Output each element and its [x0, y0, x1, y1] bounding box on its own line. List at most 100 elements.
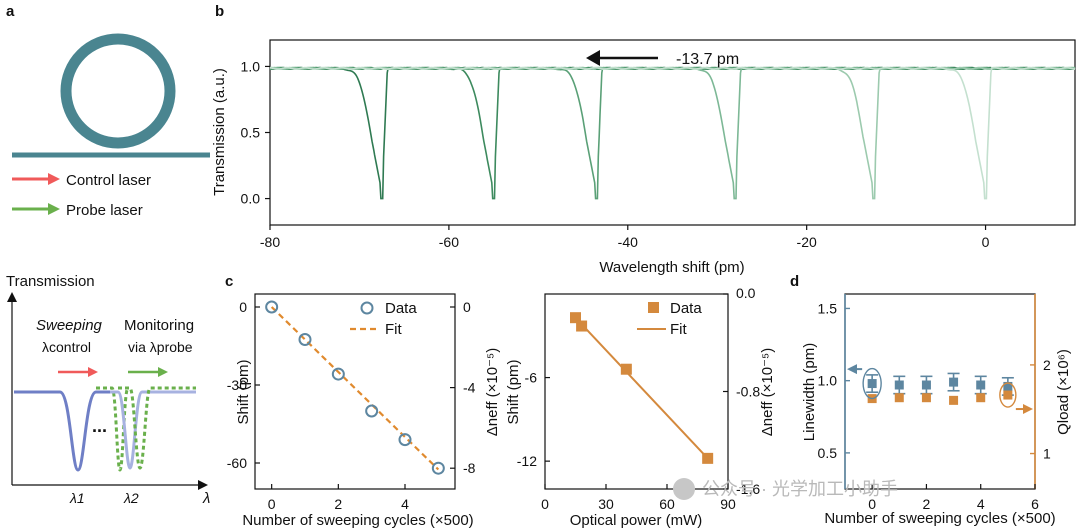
- c2-y2-tick-label: 0.0: [736, 285, 756, 301]
- b-line-dip-5: [269, 66, 1076, 200]
- c1-frame: [254, 293, 456, 490]
- b-shift-arrowhead-icon: [586, 50, 600, 66]
- control-lambda-label: λcontrol: [42, 339, 91, 355]
- d-y2-axis-label: Qload (×10⁶): [1055, 349, 1072, 435]
- d-x-tick-label: 4: [977, 496, 985, 512]
- c1-y-tick-label: -60: [227, 455, 247, 471]
- b-line-dip-2: [269, 66, 1076, 200]
- d-x-tick-label: 2: [923, 496, 931, 512]
- c2-y-tick-label: -12: [517, 453, 537, 469]
- b-line-dip-6: [269, 66, 1076, 200]
- a-x-axis-arrow-icon: [198, 480, 208, 490]
- b-series-group: [269, 66, 1076, 200]
- c2-legend-fit: Fit: [670, 321, 687, 338]
- c2-y-axis-label: Shift (pm): [505, 359, 522, 424]
- lambda2-label: λ2: [123, 490, 139, 506]
- d-qload-highlight: [999, 382, 1017, 408]
- c1-legend-fit: Fit: [385, 321, 402, 338]
- d-x-axis-label: Number of sweeping cycles (×500): [824, 510, 1055, 527]
- ellipsis: ...: [92, 416, 107, 436]
- d-y-tick-label: 1.5: [818, 300, 838, 316]
- b-x-tick-label: -20: [797, 234, 817, 250]
- panel-a: Control laser Probe laser Transmission S…: [6, 33, 210, 507]
- c2-y2-axis-label: Δneff (×10⁻⁵): [759, 348, 776, 437]
- probe-dip-curve-1: [96, 386, 130, 472]
- probe-arrowhead-icon: [48, 203, 60, 215]
- panel-label-d: d: [790, 273, 799, 290]
- c1-x-tick-label: 0: [268, 496, 276, 512]
- ring-resonator-icon: [60, 33, 176, 149]
- sweep-arrowhead-icon: [88, 367, 98, 377]
- control-dip-curve: [14, 390, 118, 472]
- b-x-tick-label: 0: [982, 234, 990, 250]
- c2-fit-line: [574, 316, 709, 460]
- b-y-tick-label: 0.5: [241, 125, 261, 141]
- c1-y2-tick-label: -4: [463, 380, 476, 396]
- d-qload-point: [976, 393, 986, 403]
- c1-y2-tick-label: 0: [463, 299, 471, 315]
- c2-x-tick-label: 30: [598, 496, 614, 512]
- b-y-tick-label: 0.0: [241, 191, 261, 207]
- c2-frame: [544, 293, 729, 490]
- c2-x-axis-label: Optical power (mW): [570, 512, 703, 529]
- c1-fit-line: [270, 306, 440, 471]
- d-linewidth-highlight: [862, 367, 882, 400]
- probe-dip-curve-2: [110, 390, 196, 470]
- c1-data-point: [265, 300, 279, 314]
- b-x-axis-label: Wavelength shift (pm): [599, 259, 744, 276]
- d-y-tick-label: 0.5: [818, 445, 838, 461]
- probe-laser-label: Probe laser: [66, 202, 143, 219]
- panel-label-c: c: [225, 273, 233, 290]
- d-qload-point: [921, 393, 931, 403]
- lambda1-label: λ1: [69, 490, 85, 506]
- panel-b: -80 -60 -40 -20 0 0.0 0.5 1.0 Wavelength shift …: [211, 39, 1076, 276]
- control-laser-label: Control laser: [66, 172, 151, 189]
- monitor-arrowhead-icon: [158, 367, 168, 377]
- c1-x-tick-label: 2: [334, 496, 342, 512]
- a-y-axis-arrow-icon: [7, 292, 17, 302]
- d-linewidth-point: [921, 380, 931, 390]
- d-y-axis-label: Linewidth (pm): [801, 343, 818, 441]
- c1-y2-axis-label: Δneff (×10⁻⁵): [484, 348, 501, 437]
- d-qload-point: [1003, 390, 1013, 400]
- c1-data-point: [365, 404, 379, 418]
- c2-series-group: 0 30 60 90 -6 -12 0.0 -0.8 -1.6 Data Fit: [517, 285, 761, 512]
- d-y2-tick-label: 1: [1043, 446, 1051, 462]
- watermark: 公众号 · 光学加工小助手: [673, 478, 898, 500]
- panel-label-b: b: [215, 3, 224, 20]
- c2-legend-data-icon: [648, 302, 659, 313]
- c2-legend-data: Data: [670, 300, 702, 317]
- c1-y-tick-label: 0: [239, 299, 247, 315]
- panel-c1: 0 2 4 0 -30 -60 0 -4 -8 Data Fit Number of sweepin…: [227, 293, 501, 529]
- d-series-group: 0 2 4 6 0.5 1.0 1.5 1 2: [818, 300, 1051, 512]
- transmission-axis-label: Transmission: [6, 273, 95, 290]
- b-x-tick-label: -60: [439, 234, 459, 250]
- c2-data-point: [620, 363, 632, 375]
- watermark-text: 公众号 · 光学加工小助手: [702, 479, 898, 499]
- d-left-arrowhead-icon: [847, 364, 857, 375]
- c2-data-point: [570, 312, 581, 324]
- d-linewidth-point: [894, 380, 904, 390]
- b-line-dip-3: [269, 66, 1076, 200]
- control-arrowhead-icon: [48, 173, 60, 185]
- wechat-icon: [673, 478, 695, 500]
- c1-data-point: [331, 367, 345, 381]
- d-qload-point: [949, 395, 959, 405]
- c2-data-point: [702, 452, 714, 464]
- c2-data-point: [576, 320, 588, 332]
- b-ticks-group: -80 -60 -40 -20 0 0.0 0.5 1.0: [241, 58, 990, 250]
- b-y-axis-label: Transmission (a.u.): [211, 68, 228, 196]
- b-x-tick-label: -40: [618, 234, 638, 250]
- b-annotation: -13.7 pm: [676, 51, 739, 68]
- d-y-tick-label: 1.0: [818, 373, 838, 389]
- c1-x-axis-label: Number of sweeping cycles (×500): [242, 512, 473, 529]
- c2-x-tick-label: 90: [720, 496, 736, 512]
- b-line-dip-1: [269, 66, 1076, 200]
- sweeping-label: Sweeping: [36, 317, 103, 334]
- c2-y2-tick-label: -1.6: [736, 481, 760, 497]
- c2-y-tick-label: -6: [525, 370, 538, 386]
- lambda-axis-label: λ: [202, 490, 210, 507]
- c2-y2-tick-label: -0.8: [736, 384, 760, 400]
- d-x-tick-label: 6: [1031, 496, 1039, 512]
